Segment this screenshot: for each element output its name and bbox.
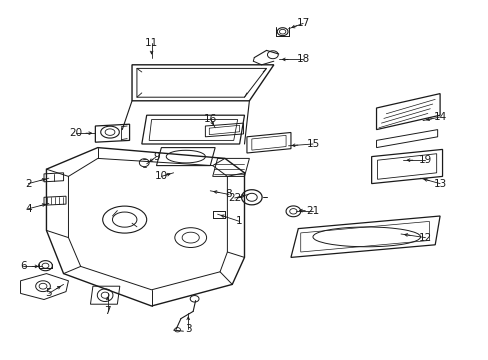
Text: 4: 4: [25, 204, 32, 214]
Text: 12: 12: [418, 233, 431, 243]
Text: 8: 8: [225, 189, 232, 199]
Text: 1: 1: [236, 216, 243, 226]
Text: 18: 18: [296, 54, 309, 64]
Text: 21: 21: [305, 206, 319, 216]
Text: 17: 17: [296, 18, 309, 28]
Text: 9: 9: [153, 152, 160, 162]
Text: 7: 7: [104, 306, 111, 316]
Text: 22: 22: [227, 193, 241, 203]
Text: 16: 16: [203, 114, 217, 124]
Text: 15: 15: [305, 139, 319, 149]
Text: 14: 14: [432, 112, 446, 122]
Text: 10: 10: [155, 171, 167, 181]
Text: 20: 20: [69, 128, 82, 138]
Text: 3: 3: [184, 324, 191, 334]
Text: 2: 2: [25, 179, 32, 189]
Text: 6: 6: [20, 261, 27, 271]
Text: 11: 11: [144, 38, 158, 48]
Text: 5: 5: [45, 288, 52, 298]
Text: 19: 19: [418, 155, 431, 165]
Text: 13: 13: [432, 179, 446, 189]
